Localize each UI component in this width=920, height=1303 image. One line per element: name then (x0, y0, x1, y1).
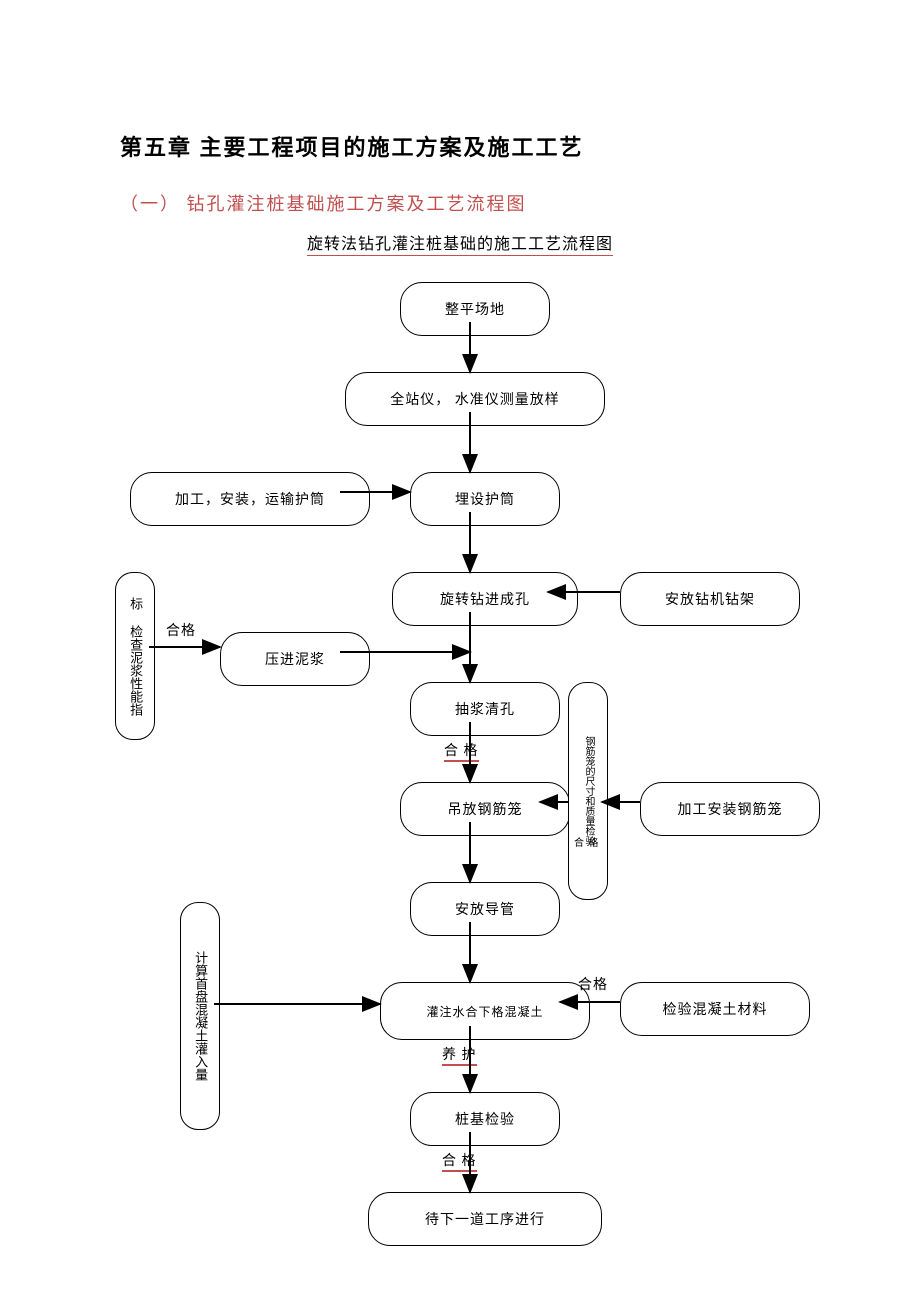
flowchart-node-n10: 加工安装钢筋笼 (640, 782, 820, 836)
edge-label-l5: 合格 (578, 974, 608, 994)
flowchart-node-n8: 抽浆清孔 (410, 682, 560, 736)
edge-label-l6: 合 格 (574, 834, 600, 849)
edge-label-l1: 合 格 (444, 740, 479, 760)
flowchart-node-n12: 灌注水合下格混凝土 (380, 982, 590, 1040)
flowchart-node-v2: 钢筋笼的尺寸和质量检验 (568, 682, 608, 900)
flowchart-node-n1: 整平场地 (400, 282, 550, 336)
flowchart-node-n11: 安放导管 (410, 882, 560, 936)
flowchart-node-n5: 旋转钻进成孔 (392, 572, 578, 626)
flowchart-node-n6: 安放钻机钻架 (620, 572, 800, 626)
flowchart-node-n7: 压进泥浆 (220, 632, 370, 686)
flowchart-node-n3: 加工，安装，运输护筒 (130, 472, 370, 526)
section-title: （一） 钻孔灌注桩基础施工方案及工艺流程图 (120, 190, 800, 216)
flowchart-node-n2: 全站仪， 水准仪测量放样 (345, 372, 605, 426)
flowchart-node-n4: 埋设护筒 (410, 472, 560, 526)
flowchart-node-n13: 检验混凝土材料 (620, 982, 810, 1036)
diagram-title: 旋转法钻孔灌注桩基础的施工工艺流程图 (120, 230, 800, 254)
flowchart-node-n14: 桩基检验 (410, 1092, 560, 1146)
flowchart-node-v3: 计算首盘混凝土灌入量 (180, 902, 220, 1130)
edge-label-l2: 养 护 (442, 1044, 477, 1064)
edge-label-l3: 合 格 (442, 1150, 477, 1170)
flowchart-node-v1: 标 检查泥浆性能指 (115, 572, 155, 740)
flowchart-node-n15: 待下一道工序进行 (368, 1192, 602, 1246)
edge-label-l4: 合格 (166, 620, 196, 640)
chapter-title: 第五章 主要工程项目的施工方案及施工工艺 (120, 130, 800, 162)
flowchart-node-n9: 吊放钢筋笼 (400, 782, 570, 836)
flowchart-canvas: 整平场地全站仪， 水准仪测量放样加工，安装，运输护筒埋设护筒旋转钻进成孔安放钻机… (120, 262, 820, 1242)
